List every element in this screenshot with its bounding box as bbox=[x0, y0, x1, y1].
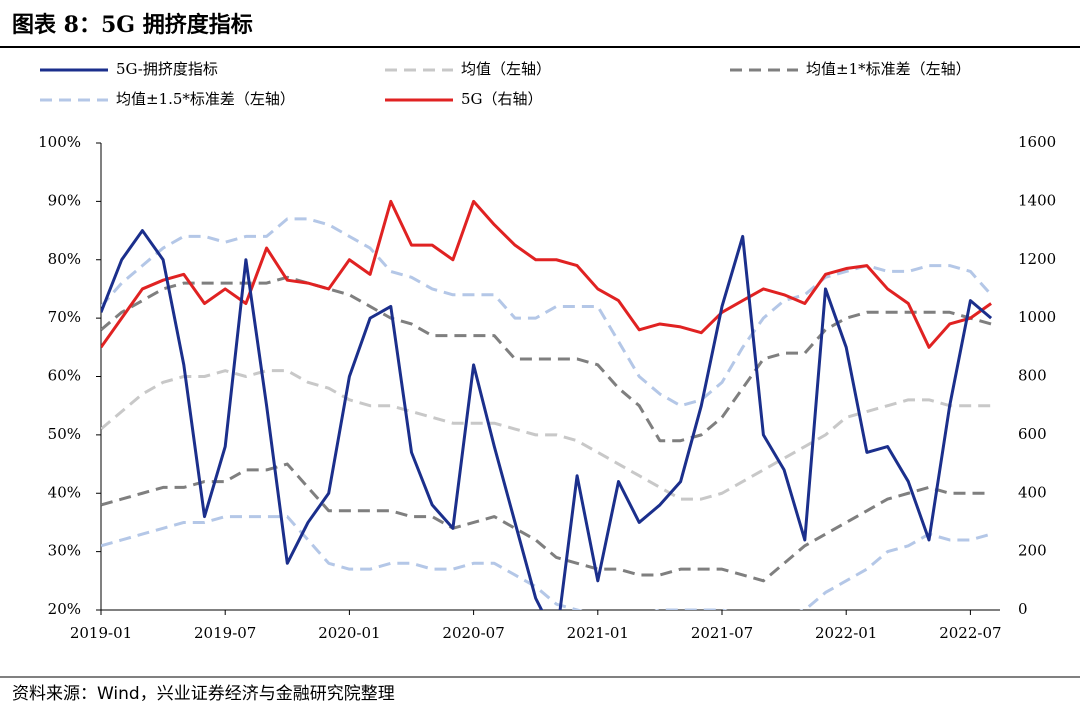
x-tick-label: 2022-07 bbox=[939, 624, 1001, 642]
y-tick-label: 30% bbox=[48, 542, 81, 560]
y-tick-label: 20% bbox=[48, 600, 81, 618]
x-tick-label: 2021-07 bbox=[691, 624, 753, 642]
x-tick-label: 2019-01 bbox=[70, 624, 132, 642]
y-tick-label: 100% bbox=[38, 133, 81, 151]
series-line bbox=[101, 217, 993, 408]
x-tick-label: 2022-01 bbox=[815, 624, 877, 642]
y-tick-label: 90% bbox=[48, 191, 81, 209]
series-line bbox=[101, 462, 992, 583]
y2-tick-label: 1400 bbox=[1018, 191, 1056, 209]
series-line bbox=[101, 369, 992, 501]
source: 资料来源：Wind，兴业证券经济与金融研究院整理 bbox=[12, 684, 395, 704]
y-tick-label: 80% bbox=[48, 250, 81, 268]
plot-area bbox=[101, 199, 993, 610]
series-line bbox=[101, 199, 992, 349]
y-tick-label: 60% bbox=[48, 367, 81, 385]
y2-tick-label: 800 bbox=[1018, 367, 1047, 385]
legend-label: 5G（右轴） bbox=[461, 90, 543, 108]
y2-tick-label: 400 bbox=[1018, 483, 1047, 501]
x-tick-label: 2020-01 bbox=[318, 624, 380, 642]
chart-title: 图表 8：5G 拥挤度指标 bbox=[12, 12, 253, 38]
y-tick-label: 70% bbox=[48, 308, 81, 326]
y2-tick-label: 200 bbox=[1018, 542, 1047, 560]
series-line bbox=[101, 515, 992, 610]
y2-tick-label: 0 bbox=[1018, 600, 1028, 618]
y2-tick-label: 1600 bbox=[1018, 133, 1056, 151]
y2-tick-label: 600 bbox=[1018, 425, 1047, 443]
legend-label: 均值±1*标准差（左轴） bbox=[806, 60, 971, 78]
legend-label: 均值±1.5*标准差（左轴） bbox=[116, 90, 295, 108]
y-tick-label: 40% bbox=[48, 483, 81, 501]
x-tick-label: 2019-07 bbox=[194, 624, 256, 642]
x-tick-label: 2020-07 bbox=[442, 624, 504, 642]
y2-tick-label: 1000 bbox=[1018, 308, 1056, 326]
legend-label: 均值（左轴） bbox=[461, 60, 551, 78]
legend-label: 5G-拥挤度指标 bbox=[116, 60, 218, 78]
y-tick-label: 50% bbox=[48, 425, 81, 443]
x-tick-label: 2021-01 bbox=[567, 624, 629, 642]
series-line bbox=[101, 229, 993, 610]
y2-tick-label: 1200 bbox=[1018, 250, 1056, 268]
